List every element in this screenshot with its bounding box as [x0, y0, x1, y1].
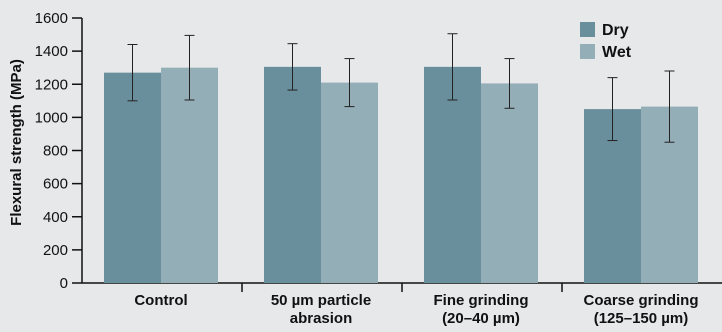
x-category-label: abrasion — [290, 310, 353, 327]
y-tick-label: 400 — [43, 209, 68, 226]
y-tick-label: 1200 — [35, 76, 68, 93]
legend-label-dry: Dry — [602, 22, 629, 39]
y-tick-label: 0 — [60, 275, 68, 292]
legend-label-wet: Wet — [602, 44, 632, 61]
bar-wet-0 — [161, 67, 218, 283]
y-axis-title: Flexural strength (MPa) — [8, 59, 25, 226]
bar-wet-2 — [481, 83, 538, 283]
x-category-label: (20–40 µm) — [442, 310, 520, 327]
x-category-label: 50 µm particle — [271, 292, 371, 309]
legend-swatch-wet — [580, 44, 595, 59]
y-tick-label: 1600 — [35, 10, 68, 27]
y-tick-label: 800 — [43, 143, 68, 160]
y-tick-label: 200 — [43, 242, 68, 259]
bar-dry-1 — [264, 66, 321, 283]
legend-swatch-dry — [580, 22, 595, 37]
bar-wet-1 — [321, 82, 378, 283]
x-category-label: Control — [134, 292, 187, 309]
x-category-label: Fine grinding — [434, 292, 529, 309]
y-tick-label: 600 — [43, 176, 68, 193]
x-category-label: Coarse grinding — [583, 292, 698, 309]
y-tick-label: 1400 — [35, 43, 68, 60]
y-tick-label: 1000 — [35, 109, 68, 126]
bar-dry-0 — [104, 72, 161, 283]
x-category-label: (125–150 µm) — [594, 310, 689, 327]
bar-dry-2 — [424, 66, 481, 283]
